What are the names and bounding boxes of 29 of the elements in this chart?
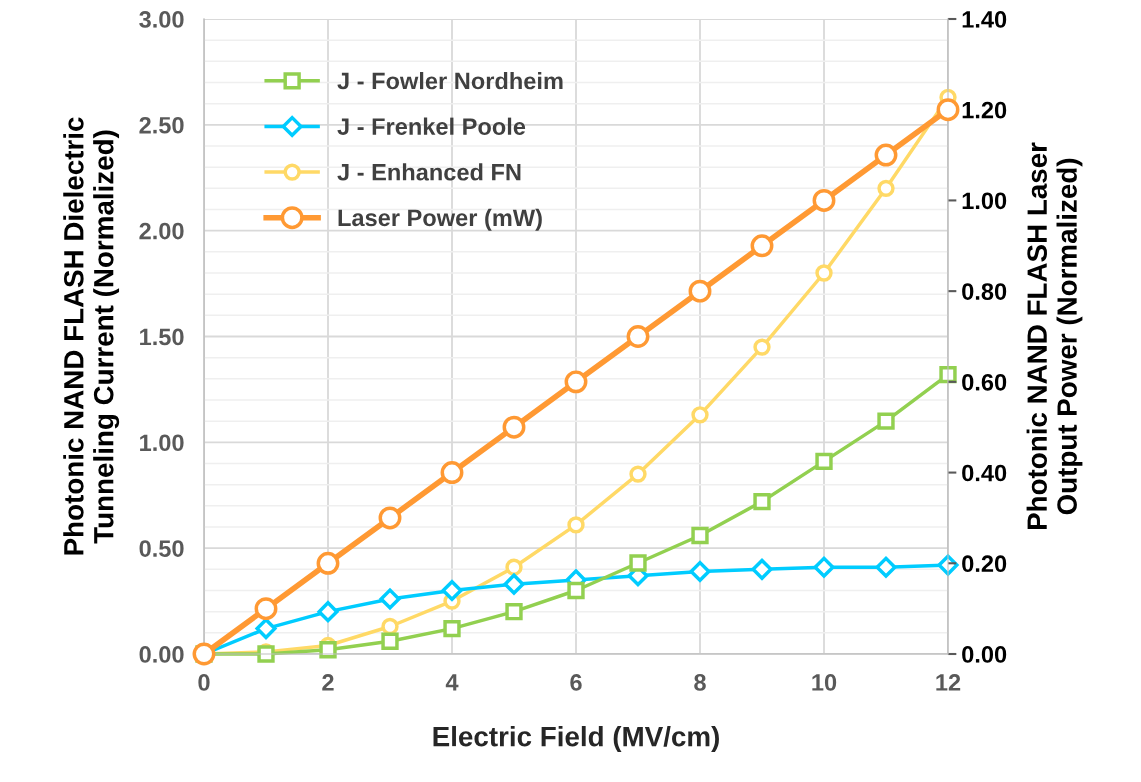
legend-label: Laser Power (mW)	[338, 208, 542, 231]
x-tick-label: 8	[694, 674, 706, 691]
x-tick-label: 10	[812, 674, 837, 691]
y2-tick-label: 0.20	[962, 555, 1007, 573]
y-tick-label: 1.50	[140, 328, 184, 346]
legend-label: J - Frenkel Poole	[337, 117, 526, 135]
y-tick-label: 0.00	[139, 646, 184, 663]
x-tick-label: 6	[570, 674, 582, 691]
y2-tick-label: 0.00	[962, 646, 1007, 663]
x-axis-title: Electric Field (MV/cm)	[433, 726, 719, 752]
y2-axis-title: Photonic NAND FLASH Laser Output Power (Normalized)	[1026, 142, 1083, 530]
y2-tick-label: 1.20	[962, 101, 1007, 119]
legend-label: J - Enhanced FN	[337, 163, 521, 181]
x-tick-label: 4	[445, 674, 459, 691]
x-tick-label: 12	[936, 674, 961, 691]
y-tick-label: 0.50	[139, 540, 184, 557]
y2-tick-label: 0.40	[962, 464, 1007, 482]
y2-tick-label: 1.40	[962, 11, 1007, 28]
y-axis-title: Photonic NAND FLASH Dielectric Tunneling Current (Normalized)	[63, 117, 120, 555]
y2-tick-label: 0.80	[962, 283, 1007, 300]
x-tick-label: 0	[198, 674, 210, 691]
y-tick-label: 2.50	[139, 116, 184, 134]
y-tick-label: 1.00	[140, 434, 184, 452]
legend-label: J - Fowler Nordheim	[337, 72, 563, 90]
y-tick-label: 3.00	[139, 11, 184, 28]
y2-tick-label: 1.00	[962, 192, 1007, 210]
y-tick-label: 2.00	[139, 222, 184, 240]
y2-tick-label: 0.60	[962, 373, 1007, 391]
x-tick-label: 2	[322, 674, 334, 691]
